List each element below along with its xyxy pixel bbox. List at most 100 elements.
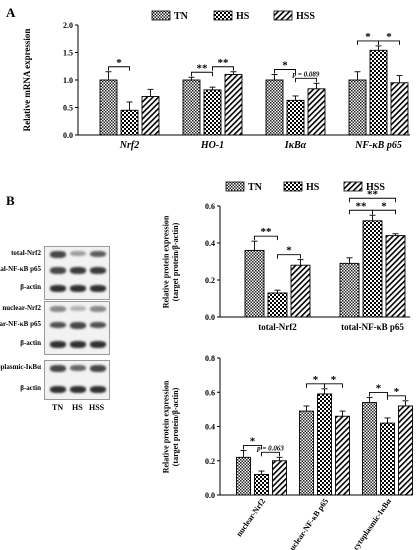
bar-hs — [120, 109, 139, 136]
blot-band — [50, 365, 66, 372]
blot-row-label: nuclear-NF-κB p65 — [0, 320, 41, 328]
blot-row-label: nuclear-Nrf2 — [2, 304, 41, 312]
blot-band — [70, 341, 86, 348]
significance-label: * — [116, 57, 122, 69]
significance-bracket — [369, 391, 388, 397]
y-tick-label: 0.0 — [205, 491, 215, 500]
blot-band — [50, 306, 66, 312]
y-tick-label: 0.8 — [205, 354, 215, 363]
y-tick-label: 0.5 — [63, 104, 73, 113]
blot-band — [70, 306, 86, 312]
significance-bracket — [274, 69, 296, 74]
panel-label-a: A — [6, 5, 16, 20]
legend-b-label-tn: TN — [248, 182, 263, 193]
blot-band — [70, 267, 86, 274]
significance-bracket — [324, 383, 343, 388]
significance-label: * — [331, 374, 337, 386]
y-tick-label: 1.5 — [63, 49, 73, 58]
significance-label: ** — [218, 57, 230, 69]
bar-tn — [339, 262, 360, 318]
bar-tn — [362, 402, 377, 496]
bar-hs — [203, 89, 222, 136]
significance-bracket — [372, 209, 396, 215]
bar-hs — [317, 393, 332, 496]
blot-row-label: total-NF-κB p65 — [0, 265, 41, 273]
legend-a-swatch-hss — [273, 10, 293, 21]
bar-tn — [182, 79, 201, 136]
blot-row-label: β-actin — [20, 339, 41, 347]
legend-a-label-hs: HS — [236, 11, 250, 22]
chart-mrna: 0.0 0.5 1.0 1.5 2.0 Relative mRNA expression N… — [22, 21, 410, 151]
y-axis-label: Relative mRNA expression — [22, 29, 32, 132]
significance-label: ** — [367, 188, 379, 200]
significance-label: * — [386, 31, 392, 43]
significance-bracket — [378, 40, 400, 45]
legend-b-label-hss: HSS — [366, 182, 385, 193]
bar-hss — [398, 405, 413, 496]
bar-tn — [244, 249, 265, 318]
category-label: cytoplasmic-IκBα — [351, 497, 393, 550]
bar-hs — [369, 49, 388, 136]
blot-band — [50, 251, 66, 258]
significance-label: ** — [261, 226, 273, 238]
category-label: NF-κB p65 — [354, 140, 402, 151]
significance-bracket — [261, 451, 280, 457]
legend-a-label-tn: TN — [174, 11, 189, 22]
blot-lane-label: HS — [72, 403, 83, 412]
significance-label: * — [394, 386, 400, 398]
blot-band — [70, 322, 86, 329]
bar-hss — [141, 96, 160, 136]
bar-hss — [385, 235, 406, 318]
significance-label: ** — [356, 200, 368, 212]
legend-a-swatch-tn — [151, 10, 171, 21]
category-label: HO-1 — [200, 140, 224, 151]
blot-band — [50, 386, 66, 393]
legend-b-swatch-tn — [225, 181, 245, 192]
blot-band — [50, 341, 66, 348]
blot-lane-label: TN — [52, 403, 64, 412]
blot-row-label: cytoplasmic-IκBα — [0, 363, 41, 371]
bar-hs — [267, 292, 288, 318]
legend-b-swatch-hs — [283, 181, 303, 192]
legend-a-label-hss: HSS — [296, 11, 315, 22]
bar-tn — [348, 79, 367, 136]
blot-band — [50, 285, 66, 292]
blot-band — [90, 285, 106, 292]
blot-band — [90, 341, 106, 348]
blot-band — [90, 306, 106, 312]
blot-row-label: total-Nrf2 — [11, 249, 41, 257]
legend-b-label-hs: HS — [306, 182, 320, 193]
significance-bracket — [387, 395, 406, 400]
category-label: Nrf2 — [119, 140, 139, 151]
significance-label: ** — [197, 62, 209, 74]
bar-hs — [254, 474, 269, 496]
y-tick-label: 0.0 — [205, 313, 215, 322]
bar-hss — [307, 88, 326, 136]
category-label: nuclear-NF-κB p65 — [285, 497, 330, 550]
y-tick-label: 0.4 — [205, 423, 215, 432]
blot-band — [90, 386, 106, 393]
chart-total-protein: 0.0 0.2 0.4 0.6 Relative protein expression(… — [161, 188, 410, 332]
significance-bracket — [212, 66, 234, 71]
y-axis-label: Relative protein expression(target prote… — [161, 380, 180, 473]
legend-b: TN HS HSS — [225, 181, 385, 193]
significance-label: * — [365, 31, 371, 43]
legend-b-swatch-hss — [343, 181, 363, 192]
significance-bracket — [295, 77, 317, 83]
category-label: total-NF-κB p65 — [341, 322, 404, 332]
y-tick-label: 0.6 — [205, 388, 215, 397]
legend-a: TN HS HSS — [151, 10, 315, 22]
bar-tn — [236, 456, 251, 496]
legend-a-swatch-hs — [213, 10, 233, 21]
significance-label: * — [250, 435, 256, 447]
bar-hss — [290, 264, 311, 318]
category-label: IκBα — [284, 140, 307, 151]
significance-bracket — [254, 235, 278, 241]
bar-hss — [272, 460, 287, 496]
blot-lane-label: HSS — [89, 403, 105, 412]
blot-band — [90, 251, 106, 258]
significance-label: * — [286, 245, 292, 257]
bar-hss — [335, 415, 350, 496]
y-tick-label: 0.6 — [205, 202, 215, 211]
bar-hss — [390, 82, 409, 136]
